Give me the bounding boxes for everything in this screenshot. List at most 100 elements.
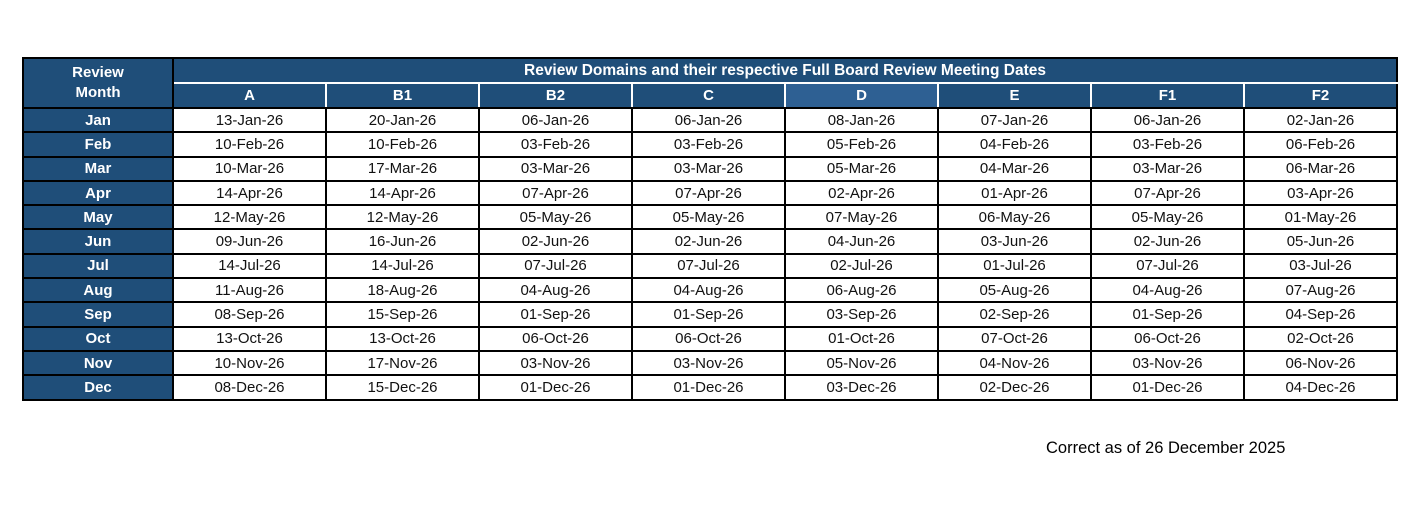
- row-header-jan[interactable]: Jan: [22, 106, 174, 134]
- date-cell[interactable]: 04-Mar-26: [937, 155, 1092, 182]
- date-cell[interactable]: 04-Aug-26: [631, 277, 786, 304]
- date-cell[interactable]: 07-Jan-26: [937, 106, 1092, 134]
- date-cell[interactable]: 04-Jun-26: [784, 228, 939, 255]
- date-cell[interactable]: 11-Aug-26: [172, 277, 327, 304]
- date-cell[interactable]: 14-Jul-26: [172, 252, 327, 280]
- date-cell[interactable]: 13-Oct-26: [172, 325, 327, 352]
- date-cell[interactable]: 14-Apr-26: [172, 179, 327, 207]
- column-header-b2[interactable]: B2: [479, 83, 633, 109]
- date-cell[interactable]: 01-Sep-26: [478, 301, 633, 328]
- date-cell[interactable]: 02-Dec-26: [937, 374, 1092, 401]
- date-cell[interactable]: 06-Jan-26: [631, 106, 786, 134]
- date-cell[interactable]: 03-Sep-26: [784, 301, 939, 328]
- row-header-jul[interactable]: Jul: [22, 252, 174, 280]
- date-cell[interactable]: 01-Jul-26: [937, 252, 1092, 280]
- date-cell[interactable]: 07-May-26: [784, 204, 939, 231]
- date-cell[interactable]: 14-Jul-26: [325, 252, 480, 280]
- date-cell[interactable]: 05-May-26: [631, 204, 786, 231]
- date-cell[interactable]: 10-Nov-26: [172, 349, 327, 377]
- date-cell[interactable]: 08-Dec-26: [172, 374, 327, 401]
- date-cell[interactable]: 06-May-26: [937, 204, 1092, 231]
- date-cell[interactable]: 13-Jan-26: [172, 106, 327, 134]
- date-cell[interactable]: 05-May-26: [478, 204, 633, 231]
- date-cell[interactable]: 12-May-26: [172, 204, 327, 231]
- date-cell[interactable]: 02-Jun-26: [1090, 228, 1245, 255]
- date-cell[interactable]: 06-Jan-26: [478, 106, 633, 134]
- date-cell[interactable]: 01-Dec-26: [1090, 374, 1245, 401]
- date-cell[interactable]: 16-Jun-26: [325, 228, 480, 255]
- date-cell[interactable]: 01-Sep-26: [631, 301, 786, 328]
- date-cell[interactable]: 04-Aug-26: [478, 277, 633, 304]
- row-header-dec[interactable]: Dec: [22, 374, 174, 401]
- date-cell[interactable]: 02-Jun-26: [631, 228, 786, 255]
- date-cell[interactable]: 03-Mar-26: [478, 155, 633, 182]
- date-cell[interactable]: 13-Oct-26: [325, 325, 480, 352]
- date-cell[interactable]: 04-Nov-26: [937, 349, 1092, 377]
- date-cell[interactable]: 06-Feb-26: [1243, 131, 1398, 158]
- date-cell[interactable]: 07-Jul-26: [631, 252, 786, 280]
- date-cell[interactable]: 08-Jan-26: [784, 106, 939, 134]
- date-cell[interactable]: 06-Jan-26: [1090, 106, 1245, 134]
- date-cell[interactable]: 10-Mar-26: [172, 155, 327, 182]
- row-header-apr[interactable]: Apr: [22, 179, 174, 207]
- date-cell[interactable]: 10-Feb-26: [325, 131, 480, 158]
- row-header-mar[interactable]: Mar: [22, 155, 174, 182]
- date-cell[interactable]: 02-Sep-26: [937, 301, 1092, 328]
- date-cell[interactable]: 03-Jun-26: [937, 228, 1092, 255]
- date-cell[interactable]: 06-Oct-26: [1090, 325, 1245, 352]
- date-cell[interactable]: 05-Aug-26: [937, 277, 1092, 304]
- column-header-a[interactable]: A: [173, 83, 327, 109]
- date-cell[interactable]: 03-Feb-26: [478, 131, 633, 158]
- date-cell[interactable]: 20-Jan-26: [325, 106, 480, 134]
- date-cell[interactable]: 17-Mar-26: [325, 155, 480, 182]
- date-cell[interactable]: 03-Feb-26: [631, 131, 786, 158]
- date-cell[interactable]: 01-Dec-26: [631, 374, 786, 401]
- date-cell[interactable]: 18-Aug-26: [325, 277, 480, 304]
- date-cell[interactable]: 07-Jul-26: [478, 252, 633, 280]
- date-cell[interactable]: 04-Feb-26: [937, 131, 1092, 158]
- date-cell[interactable]: 07-Apr-26: [1090, 179, 1245, 207]
- date-cell[interactable]: 09-Jun-26: [172, 228, 327, 255]
- date-cell[interactable]: 04-Dec-26: [1243, 374, 1398, 401]
- date-cell[interactable]: 02-Oct-26: [1243, 325, 1398, 352]
- row-header-feb[interactable]: Feb: [22, 131, 174, 158]
- date-cell[interactable]: 03-Jul-26: [1243, 252, 1398, 280]
- date-cell[interactable]: 07-Apr-26: [631, 179, 786, 207]
- date-cell[interactable]: 02-Jan-26: [1243, 106, 1398, 134]
- date-cell[interactable]: 03-Mar-26: [631, 155, 786, 182]
- row-header-sep[interactable]: Sep: [22, 301, 174, 328]
- date-cell[interactable]: 17-Nov-26: [325, 349, 480, 377]
- date-cell[interactable]: 03-Feb-26: [1090, 131, 1245, 158]
- date-cell[interactable]: 06-Aug-26: [784, 277, 939, 304]
- date-cell[interactable]: 03-Nov-26: [631, 349, 786, 377]
- date-cell[interactable]: 01-May-26: [1243, 204, 1398, 231]
- column-header-b1[interactable]: B1: [326, 83, 480, 109]
- column-header-e[interactable]: E: [938, 83, 1092, 109]
- row-header-oct[interactable]: Oct: [22, 325, 174, 352]
- date-cell[interactable]: 06-Nov-26: [1243, 349, 1398, 377]
- date-cell[interactable]: 08-Sep-26: [172, 301, 327, 328]
- date-cell[interactable]: 04-Aug-26: [1090, 277, 1245, 304]
- date-cell[interactable]: 07-Apr-26: [478, 179, 633, 207]
- date-cell[interactable]: 05-May-26: [1090, 204, 1245, 231]
- date-cell[interactable]: 15-Dec-26: [325, 374, 480, 401]
- date-cell[interactable]: 06-Oct-26: [478, 325, 633, 352]
- date-cell[interactable]: 01-Apr-26: [937, 179, 1092, 207]
- date-cell[interactable]: 01-Dec-26: [478, 374, 633, 401]
- date-cell[interactable]: 05-Nov-26: [784, 349, 939, 377]
- row-header-nov[interactable]: Nov: [22, 349, 174, 377]
- date-cell[interactable]: 07-Oct-26: [937, 325, 1092, 352]
- column-header-c[interactable]: C: [632, 83, 786, 109]
- row-header-aug[interactable]: Aug: [22, 277, 174, 304]
- date-cell[interactable]: 01-Sep-26: [1090, 301, 1245, 328]
- date-cell[interactable]: 07-Jul-26: [1090, 252, 1245, 280]
- date-cell[interactable]: 01-Oct-26: [784, 325, 939, 352]
- row-header-jun[interactable]: Jun: [22, 228, 174, 255]
- date-cell[interactable]: 03-Nov-26: [1090, 349, 1245, 377]
- date-cell[interactable]: 03-Dec-26: [784, 374, 939, 401]
- date-cell[interactable]: 03-Mar-26: [1090, 155, 1245, 182]
- date-cell[interactable]: 02-Jul-26: [784, 252, 939, 280]
- column-header-f2[interactable]: F2: [1244, 83, 1398, 109]
- column-header-d[interactable]: D: [785, 83, 939, 109]
- date-cell[interactable]: 04-Sep-26: [1243, 301, 1398, 328]
